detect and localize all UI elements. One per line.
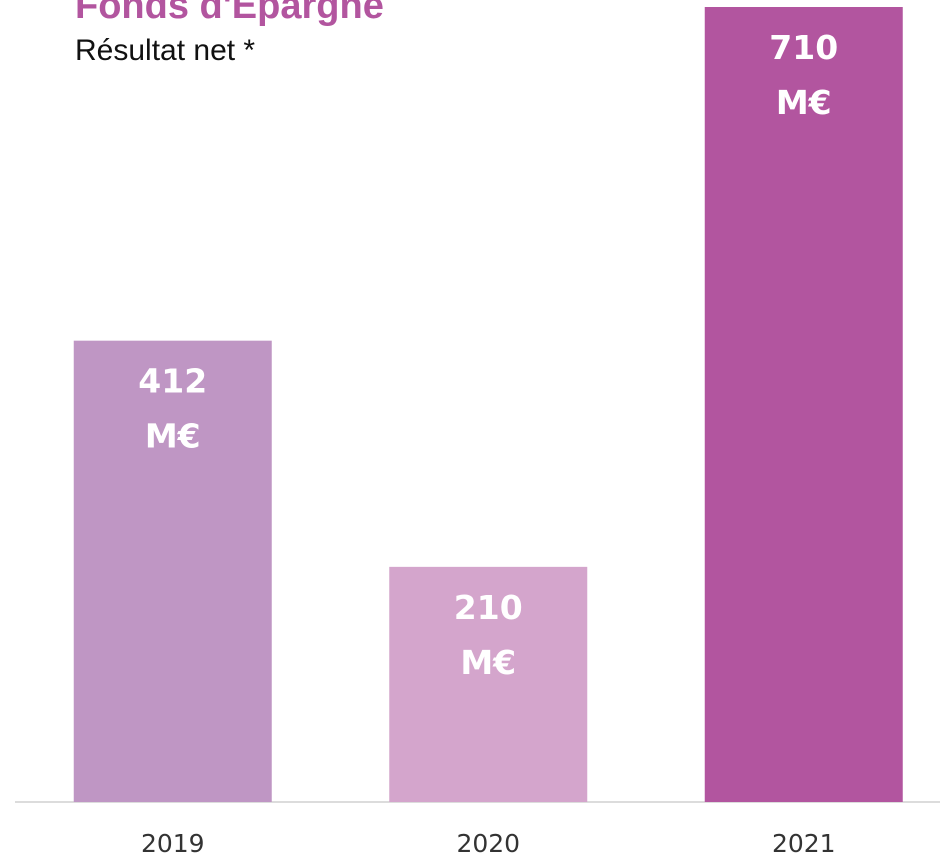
bar bbox=[389, 566, 588, 802]
x-tick-label: 2020 bbox=[456, 829, 520, 858]
chart-subtitle: Résultat net * bbox=[75, 34, 255, 67]
chart-title: Fonds d'Épargne bbox=[75, 0, 384, 27]
x-tick-label: 2021 bbox=[772, 829, 836, 858]
x-tick-label: 2019 bbox=[141, 829, 205, 858]
value-label: 210 M€ bbox=[454, 588, 523, 682]
value-label: 412 M€ bbox=[138, 362, 207, 456]
bar bbox=[73, 340, 272, 802]
bar bbox=[704, 7, 903, 802]
value-label: 710 M€ bbox=[769, 28, 838, 122]
